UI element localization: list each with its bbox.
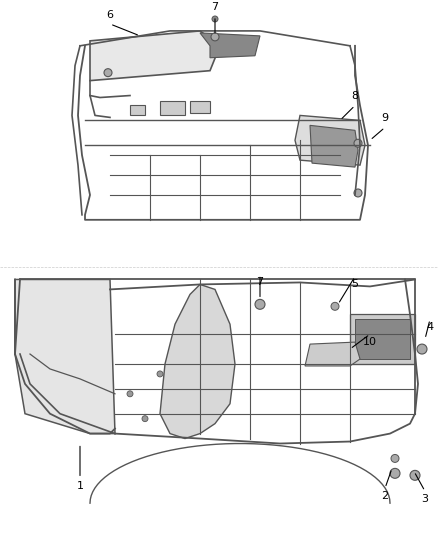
Text: 7: 7	[212, 2, 219, 12]
Circle shape	[212, 16, 218, 22]
Circle shape	[104, 69, 112, 77]
Bar	[160, 101, 185, 116]
Polygon shape	[305, 342, 360, 366]
Text: 5: 5	[352, 279, 358, 289]
Circle shape	[142, 416, 148, 422]
Text: 1: 1	[77, 481, 84, 491]
Text: 10: 10	[363, 337, 377, 347]
Circle shape	[391, 455, 399, 463]
Polygon shape	[295, 116, 365, 165]
Polygon shape	[15, 279, 115, 433]
Circle shape	[37, 296, 73, 332]
Circle shape	[127, 391, 133, 397]
Text: 8: 8	[351, 92, 359, 101]
Text: 4: 4	[427, 322, 434, 332]
Text: 3: 3	[421, 494, 428, 504]
Bar	[190, 101, 210, 114]
Polygon shape	[200, 33, 260, 58]
Bar	[130, 106, 145, 116]
Circle shape	[417, 344, 427, 354]
Polygon shape	[355, 319, 410, 359]
Text: 9: 9	[381, 114, 389, 123]
Circle shape	[331, 302, 339, 310]
Text: 2: 2	[381, 491, 389, 501]
Circle shape	[354, 139, 362, 147]
Circle shape	[255, 300, 265, 309]
Polygon shape	[90, 31, 220, 80]
Polygon shape	[350, 314, 415, 364]
Text: 6: 6	[106, 10, 113, 20]
Polygon shape	[20, 285, 90, 334]
Circle shape	[27, 286, 83, 342]
Text: 7: 7	[256, 278, 264, 287]
Circle shape	[390, 469, 400, 478]
Circle shape	[47, 306, 63, 322]
Polygon shape	[310, 125, 358, 167]
Circle shape	[354, 189, 362, 197]
Circle shape	[211, 33, 219, 41]
Circle shape	[157, 371, 163, 377]
Circle shape	[410, 470, 420, 480]
Polygon shape	[160, 285, 235, 439]
